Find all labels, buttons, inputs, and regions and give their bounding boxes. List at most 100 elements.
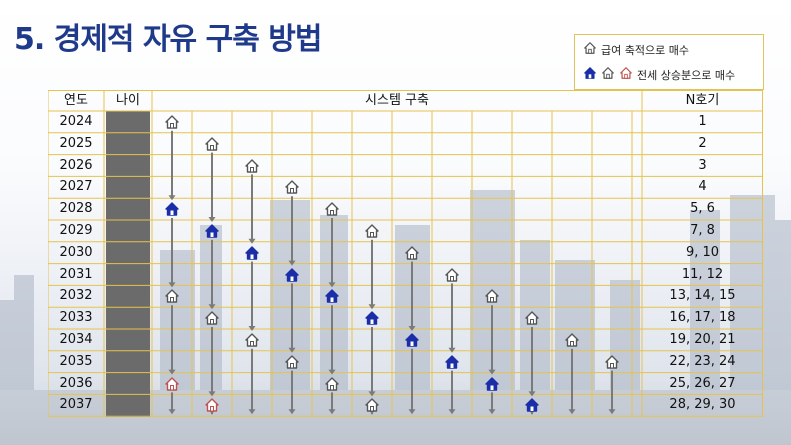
legend-item-salary: 급여 축적으로 매수 xyxy=(583,41,689,58)
year-cell: 2030 xyxy=(59,244,93,260)
n-unit-cell: 2 xyxy=(698,135,707,151)
house-blue-icon xyxy=(364,310,380,326)
house-outline-icon xyxy=(564,332,580,348)
year-cell: 2037 xyxy=(59,397,93,413)
arrow-head xyxy=(248,326,256,331)
n-unit-cell: 28, 29, 30 xyxy=(669,397,736,413)
arrow-head xyxy=(328,409,336,415)
n-unit-cell: 25, 26, 27 xyxy=(669,375,736,391)
house-outline-icon xyxy=(484,288,500,304)
house-blue-icon xyxy=(444,354,460,370)
house-outline-icon xyxy=(364,397,380,413)
house-blue-icon xyxy=(524,397,540,413)
arrow-head xyxy=(168,409,176,415)
arrow-head xyxy=(288,347,296,353)
n-unit-cell: 7, 8 xyxy=(690,223,715,238)
house-outline-icon xyxy=(324,376,340,392)
n-unit-cell: 5, 6 xyxy=(690,201,715,217)
arrow-head xyxy=(288,260,296,266)
header-age: 나이 xyxy=(116,93,140,108)
year-cell: 2036 xyxy=(59,375,93,391)
house-blue-icon xyxy=(324,288,340,304)
year-cell: 2026 xyxy=(59,157,93,173)
house-outline-icon xyxy=(284,179,300,195)
arrow-head xyxy=(368,391,376,397)
header-system: 시스템 구축 xyxy=(365,93,429,108)
arrow-head xyxy=(608,409,616,415)
arrow-head xyxy=(208,304,216,310)
house-blue-icon xyxy=(484,376,500,392)
year-cell: 2035 xyxy=(59,353,93,369)
arrow-head xyxy=(208,217,216,222)
n-unit-cell: 9, 10 xyxy=(685,244,720,260)
house-outline-icon xyxy=(524,310,540,326)
arrow-head xyxy=(248,238,256,244)
legend-label-salary: 급여 축적으로 매수 xyxy=(601,43,689,57)
year-cell: 2033 xyxy=(59,310,93,326)
house-outline-icon xyxy=(324,201,340,217)
header-year: 연도 xyxy=(64,93,88,108)
house-blue-icon xyxy=(583,66,597,83)
n-unit-cell: 13, 14, 15 xyxy=(669,288,736,304)
system-table: 연도 나이 시스템 구축 N호기 2024 1 2025 2 2026 3 2027 4 202… xyxy=(48,90,763,417)
year-cell: 2024 xyxy=(59,114,93,129)
house-outline-icon xyxy=(164,288,180,304)
arrow-head xyxy=(528,391,536,397)
table-grid xyxy=(48,90,763,417)
n-unit-cell: 4 xyxy=(698,179,707,195)
n-unit-cell: 22, 23, 24 xyxy=(669,353,736,369)
house-red-icon xyxy=(619,66,633,83)
arrow-head xyxy=(448,347,456,353)
arrow-head xyxy=(168,195,176,201)
n-unit-cell: 19, 20, 21 xyxy=(669,332,736,347)
legend-box: 급여 축적으로 매수 전세 상승분으로 매수 xyxy=(574,34,764,90)
house-outline-icon xyxy=(244,158,260,174)
year-cell: 2029 xyxy=(59,223,93,238)
house-blue-icon xyxy=(244,245,260,261)
year-cell: 2031 xyxy=(59,266,93,282)
arrow-head xyxy=(208,391,216,397)
house-blue-icon xyxy=(204,223,220,239)
arrow-head xyxy=(168,282,176,288)
house-outline-icon xyxy=(244,332,260,348)
house-red-icon xyxy=(164,376,180,392)
legend-label-jeonse: 전세 상승분으로 매수 xyxy=(637,68,736,82)
arrow-head xyxy=(168,369,176,375)
house-blue-icon xyxy=(404,332,420,348)
year-cell: 2028 xyxy=(59,201,93,217)
year-cell: 2025 xyxy=(59,135,93,151)
house-outline-icon xyxy=(284,354,300,370)
arrow-head xyxy=(328,282,336,288)
arrow-head xyxy=(288,409,296,415)
header-n: N호기 xyxy=(685,93,720,108)
house-outline-icon xyxy=(601,66,615,83)
arrow-head xyxy=(408,409,416,415)
house-outline-icon xyxy=(364,223,380,239)
arrow-head xyxy=(488,409,496,415)
arrow-head xyxy=(568,409,576,415)
house-outline-icon xyxy=(164,114,180,130)
house-red-icon xyxy=(204,397,220,413)
year-cell: 2027 xyxy=(59,179,93,195)
house-outline-icon xyxy=(204,136,220,152)
arrow-head xyxy=(408,326,416,331)
n-unit-cell: 1 xyxy=(698,114,707,129)
house-outline-icon xyxy=(444,267,460,283)
house-outline-icon xyxy=(583,41,597,58)
arrow-head xyxy=(368,304,376,310)
arrow-head xyxy=(248,409,256,415)
year-cell: 2032 xyxy=(59,288,93,304)
arrow-head xyxy=(328,369,336,375)
house-outline-icon xyxy=(604,354,620,370)
n-unit-cell: 11, 12 xyxy=(681,266,724,282)
house-outline-icon xyxy=(204,310,220,326)
house-blue-icon xyxy=(284,267,300,283)
n-unit-cell: 3 xyxy=(698,157,707,173)
n-unit-cell: 16, 17, 18 xyxy=(669,310,736,326)
legend-item-jeonse: 전세 상승분으로 매수 xyxy=(583,66,735,83)
year-cell: 2034 xyxy=(59,332,93,347)
page-title: 5. 경제적 자유 구축 방법 xyxy=(14,22,322,57)
house-outline-icon xyxy=(404,245,420,261)
house-blue-icon xyxy=(164,201,180,217)
arrow-head xyxy=(488,369,496,375)
